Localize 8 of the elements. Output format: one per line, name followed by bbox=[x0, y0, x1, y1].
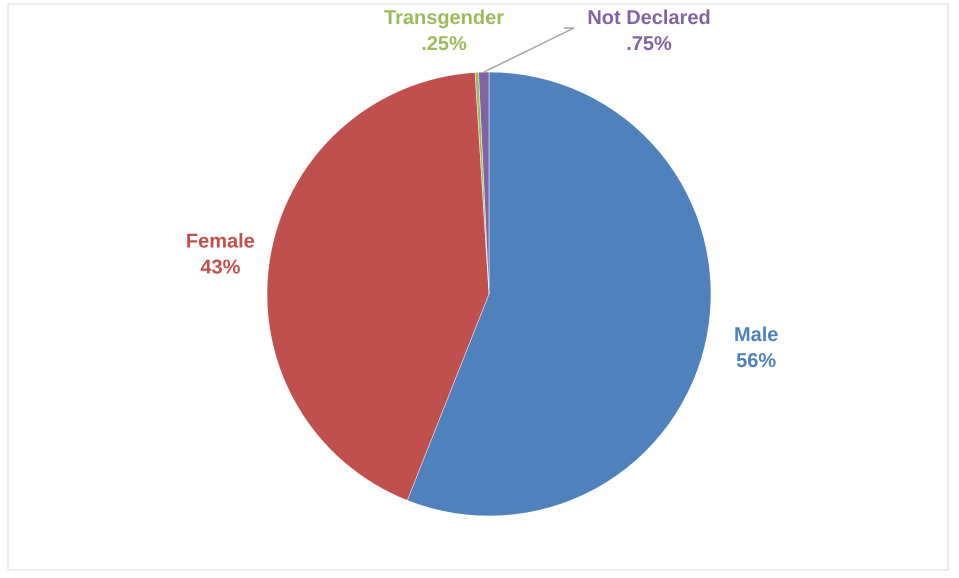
slice-label: Male bbox=[734, 324, 778, 346]
slice-label: Female bbox=[186, 230, 255, 252]
slice-label: Transgender bbox=[384, 7, 504, 29]
data-label: 43% bbox=[200, 256, 241, 278]
data-label: .75% bbox=[626, 33, 672, 55]
data-label: .25% bbox=[421, 33, 468, 55]
slice-label: Not Declared bbox=[587, 7, 711, 29]
data-label: 56% bbox=[736, 350, 776, 372]
